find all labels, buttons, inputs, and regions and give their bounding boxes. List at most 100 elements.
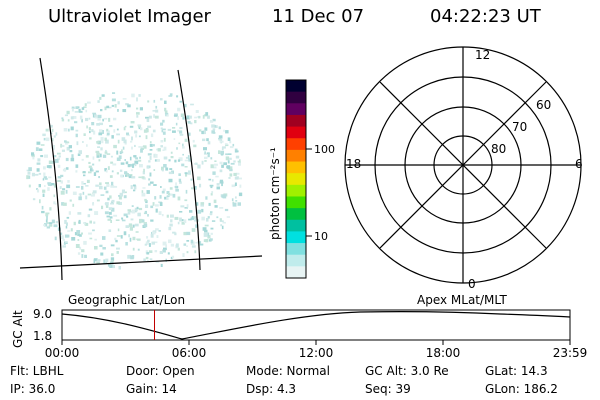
speckle-dot — [49, 222, 53, 225]
speckle-dot — [208, 178, 212, 181]
speckle-dot — [31, 152, 35, 156]
speckle-dot — [236, 172, 240, 175]
speckle-dot — [177, 129, 179, 132]
speckle-dot — [143, 146, 147, 149]
speckle-dot — [172, 127, 176, 129]
speckle-dot — [225, 153, 228, 156]
speckle-dot — [203, 147, 207, 151]
speckle-dot — [108, 229, 112, 232]
speckle-dot — [160, 122, 164, 126]
speckle-dot — [132, 247, 135, 251]
speckle-dot — [184, 159, 189, 162]
speckle-dot — [64, 140, 67, 143]
speckle-dot — [134, 160, 139, 165]
speckle-dot — [145, 128, 149, 133]
speckle-dot — [169, 193, 173, 196]
speckle-dot — [63, 242, 66, 245]
speckle-dot — [113, 185, 118, 188]
speckle-dot — [106, 132, 110, 136]
speckle-dot — [105, 169, 108, 173]
speckle-dot — [225, 144, 229, 147]
speckle-dot — [222, 194, 227, 199]
speckle-dot — [43, 137, 46, 141]
speckle-dot — [31, 172, 35, 177]
speckle-dot — [108, 211, 112, 215]
speckle-dot — [131, 205, 134, 207]
colorbar-cell — [286, 138, 306, 151]
speckle-dot — [148, 115, 152, 119]
speckle-dot — [45, 219, 48, 223]
speckle-dot — [212, 171, 216, 175]
speckle-dot — [105, 258, 109, 263]
speckle-dot — [158, 211, 162, 215]
speckle-dot — [48, 160, 53, 164]
speckle-dot — [51, 128, 54, 132]
speckle-dot — [184, 166, 188, 168]
speckle-dot — [188, 158, 192, 162]
speckle-dot — [125, 174, 127, 177]
speckle-dot — [28, 184, 31, 188]
speckle-dot — [133, 189, 136, 192]
speckle-dot — [79, 234, 82, 237]
speckle-dot — [183, 231, 187, 236]
header-date: 11 Dec 07 — [272, 6, 365, 27]
speckle-dot — [162, 119, 165, 123]
speckle-dot — [219, 179, 224, 183]
speckle-dot — [207, 232, 210, 237]
colorbar-cell — [286, 103, 306, 116]
speckle-dot — [150, 205, 154, 209]
speckle-dot — [26, 169, 30, 172]
speckle-dot — [106, 215, 110, 218]
speckle-dot — [178, 157, 183, 161]
speckle-dot — [172, 193, 176, 198]
speckle-dot — [89, 237, 93, 240]
speckle-dot — [106, 105, 110, 109]
speckle-dot — [110, 257, 115, 262]
speckle-dot — [204, 151, 206, 154]
speckle-dot — [178, 142, 181, 145]
speckle-dot — [55, 221, 58, 224]
altitude-strip-frame — [61, 309, 571, 341]
speckle-dot — [87, 101, 91, 104]
speckle-dot — [147, 214, 149, 217]
speckle-dot — [109, 125, 113, 128]
speckle-dot — [197, 176, 201, 181]
speckle-dot — [202, 138, 206, 142]
info-glon: GLon: 186.2 — [485, 382, 558, 396]
speckle-dot — [215, 175, 219, 178]
speckle-dot — [98, 132, 103, 136]
speckle-dot — [96, 261, 100, 264]
speckle-dot — [204, 229, 208, 233]
speckle-dot — [156, 235, 159, 238]
colorbar-frame — [285, 79, 307, 279]
speckle-dot — [151, 231, 156, 235]
speckle-dot — [134, 130, 138, 134]
speckle-dot — [176, 243, 179, 248]
speckle-dot — [54, 236, 57, 241]
speckle-dot — [62, 188, 66, 191]
speckle-dot — [141, 176, 145, 179]
speckle-dot — [166, 197, 169, 200]
speckle-dot — [186, 251, 189, 254]
speckle-dot — [162, 131, 166, 135]
speckle-dot — [223, 162, 227, 166]
speckle-dot — [93, 221, 96, 224]
speckle-dot — [164, 100, 167, 104]
speckle-dot — [81, 254, 84, 258]
speckle-dot — [187, 132, 191, 136]
speckle-dot — [78, 219, 81, 224]
speckle-dot — [121, 219, 126, 222]
speckle-dot — [164, 110, 168, 115]
speckle-dot — [179, 127, 183, 130]
speckle-dot — [144, 210, 147, 214]
speckle-dot — [103, 259, 106, 264]
speckle-dot — [179, 211, 183, 213]
speckle-dot — [199, 183, 202, 188]
colorbar-cell — [286, 126, 306, 139]
speckle-dot — [231, 184, 236, 188]
info-mode: Mode: Normal — [246, 364, 330, 378]
colorbar-cell — [286, 208, 306, 221]
info-ip: IP: 36.0 — [10, 382, 56, 396]
speckle-dot — [47, 182, 52, 185]
speckle-dot — [189, 115, 192, 119]
